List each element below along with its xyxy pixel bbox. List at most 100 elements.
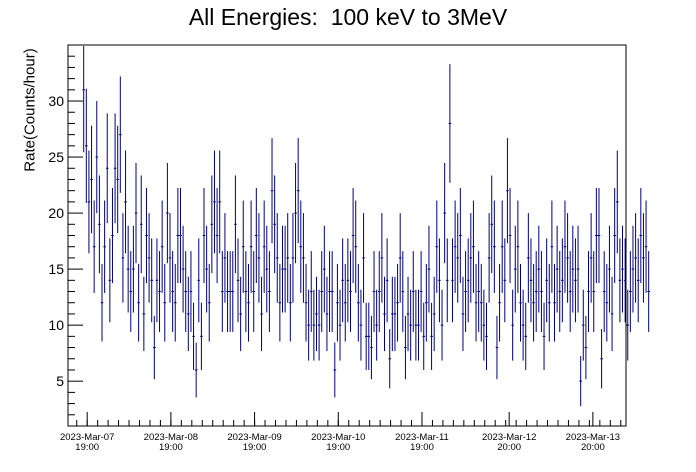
x-tick-label-time: 20:00 <box>497 442 521 453</box>
data-point <box>372 251 376 332</box>
data-point <box>524 302 528 370</box>
data-point <box>341 238 344 323</box>
data-point <box>469 213 473 303</box>
data-point <box>205 225 208 313</box>
data-point <box>291 213 295 303</box>
data-point <box>508 187 512 284</box>
data-point <box>312 289 316 361</box>
data-point <box>529 238 533 323</box>
data-point <box>558 251 562 332</box>
data-point <box>364 302 368 370</box>
x-tick-label-date: 2023-Mar-10 <box>311 432 365 443</box>
data-point <box>417 289 420 361</box>
data-point <box>495 315 499 380</box>
data-point <box>333 342 337 398</box>
data-point <box>613 187 616 284</box>
data-point <box>304 263 308 342</box>
data-point <box>307 289 310 361</box>
data-point <box>388 329 392 389</box>
data-point <box>265 225 269 313</box>
data-point <box>252 251 256 332</box>
data-point <box>197 238 201 323</box>
data-point <box>644 200 648 293</box>
data-point <box>561 238 564 323</box>
data-point <box>608 225 611 313</box>
data-point <box>299 200 303 293</box>
data-point <box>189 251 193 332</box>
data-point <box>513 225 517 313</box>
data-point <box>145 187 148 284</box>
data-point <box>160 200 164 293</box>
data-point <box>124 150 127 254</box>
data-point <box>623 238 627 323</box>
plot-frame <box>67 44 627 427</box>
data-point <box>519 263 522 342</box>
x-tick-label-date: 2023-Mar-12 <box>482 432 536 443</box>
data-point <box>113 113 117 224</box>
data-point <box>336 263 339 342</box>
data-point <box>92 200 96 293</box>
data-point <box>111 187 114 284</box>
data-point <box>448 64 452 183</box>
data-point <box>150 238 154 323</box>
data-point <box>194 342 198 398</box>
data-point <box>550 200 554 293</box>
data-point <box>354 200 358 293</box>
data-point <box>171 251 174 332</box>
data-point <box>595 187 598 284</box>
data-point <box>281 225 284 313</box>
data-point <box>103 200 106 293</box>
data-point <box>634 213 637 303</box>
data-point <box>179 187 182 284</box>
data-point <box>108 238 112 323</box>
x-tick-label-date: 2023-Mar-08 <box>144 432 198 443</box>
data-point <box>411 251 415 332</box>
data-point <box>90 125 93 234</box>
data-point <box>464 251 467 332</box>
data-point <box>584 315 588 380</box>
data-point <box>576 225 580 313</box>
data-point <box>184 251 188 332</box>
data-point <box>642 213 645 303</box>
data-point <box>176 187 180 284</box>
data-point <box>534 251 538 332</box>
data-point <box>396 263 399 342</box>
data-point <box>346 238 350 323</box>
data-point <box>362 213 365 303</box>
data-point <box>296 138 300 244</box>
data-point <box>466 238 470 323</box>
data-point <box>241 200 245 293</box>
data-point <box>207 263 211 342</box>
data-point <box>610 276 614 352</box>
data-point <box>357 263 360 342</box>
data-point <box>425 263 428 342</box>
data-point <box>260 276 263 352</box>
data-point <box>330 251 334 332</box>
data-point <box>435 200 439 293</box>
data-point <box>166 162 169 264</box>
data-point <box>438 238 441 323</box>
data-point <box>181 225 185 313</box>
data-point <box>98 175 101 274</box>
data-point <box>440 289 444 361</box>
x-tick-label-date: 2023-Mar-11 <box>395 432 449 443</box>
x-tick-label-date: 2023-Mar-09 <box>227 432 281 443</box>
data-point <box>87 150 91 254</box>
data-point <box>498 263 501 342</box>
data-point <box>445 238 449 323</box>
y-tick-label: 5 <box>56 373 64 389</box>
data-point <box>317 289 321 361</box>
data-point <box>134 162 138 264</box>
data-point <box>218 150 222 254</box>
data-point <box>451 238 454 323</box>
data-point <box>380 213 384 303</box>
data-point <box>158 251 161 332</box>
data-point <box>320 251 324 332</box>
data-point <box>527 213 530 303</box>
data-point <box>286 213 290 303</box>
data-point <box>377 251 381 332</box>
data-point <box>581 289 585 361</box>
data-point <box>236 238 240 323</box>
data-point <box>137 263 140 342</box>
